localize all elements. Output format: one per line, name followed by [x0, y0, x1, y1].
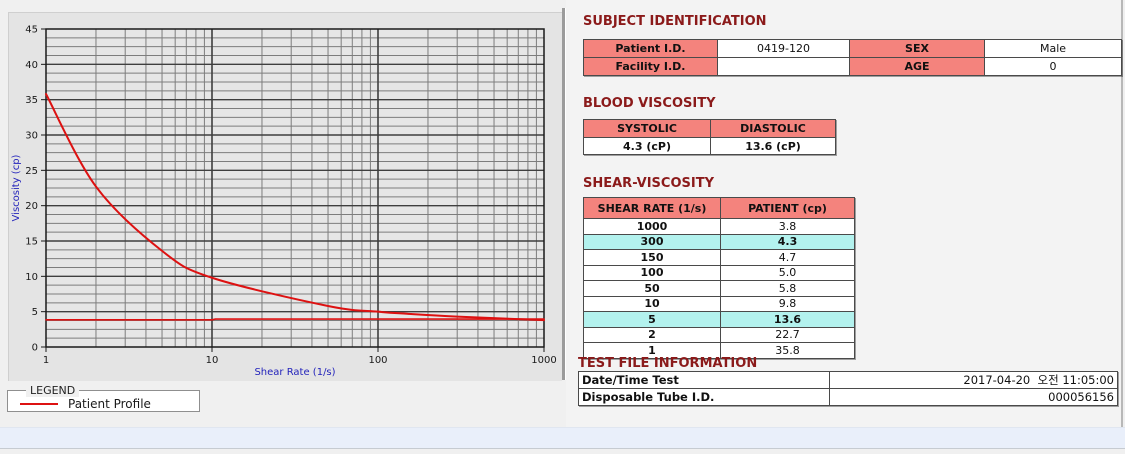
sex-value-cell: Male — [984, 39, 1122, 58]
date-time-value-cell: 2017-04-20 오전 11:05:00 — [829, 371, 1118, 389]
shear-rate-cell: 1000 — [583, 218, 721, 235]
table-row: Facility I.D. AGE 0 — [583, 57, 1122, 76]
legend-box: LEGEND Patient Profile — [7, 384, 200, 412]
shear-rate-cell: 2 — [583, 326, 721, 343]
shear-row: 1 35.8 — [583, 342, 855, 359]
svg-text:10: 10 — [25, 272, 38, 283]
shear-viscosity-title: SHEAR-VISCOSITY — [583, 176, 714, 191]
tube-id-value-cell: 000056156 — [829, 388, 1118, 406]
table-row: Patient I.D. 0419-120 SEX Male — [583, 39, 1122, 58]
svg-text:45: 45 — [25, 25, 38, 36]
diastolic-header-cell: DIASTOLIC — [710, 119, 836, 138]
patient-value-cell: 5.0 — [720, 264, 855, 281]
subject-identification-table: Patient I.D. 0419-120 SEX Male Facility … — [583, 39, 1122, 76]
svg-text:0: 0 — [32, 343, 38, 354]
patient-header-cell: PATIENT (cp) — [720, 197, 855, 219]
blood-viscosity-table: SYSTOLIC DIASTOLIC 4.3 (cP) 13.6 (cP) — [583, 119, 836, 155]
patient-value-cell: 9.8 — [720, 295, 855, 312]
svg-text:15: 15 — [25, 237, 38, 248]
svg-text:100: 100 — [368, 355, 387, 366]
svg-text:20: 20 — [25, 201, 38, 212]
patient-profile-label: Patient Profile — [68, 397, 151, 411]
systolic-value-cell: 4.3 (cP) — [583, 137, 711, 155]
shear-row: 10 9.8 — [583, 295, 855, 312]
window-right-edge — [1121, 0, 1123, 448]
legend-entry: Patient Profile — [8, 397, 199, 411]
patient-value-cell: 35.8 — [720, 342, 855, 359]
bottom-divider-line — [0, 448, 1125, 449]
facility-id-label-cell: Facility I.D. — [583, 57, 718, 76]
shear-tbody: 1000 3.8 300 4.3 150 4.7 100 5.0 50 5.8 10 9.8 5 13.6… — [583, 218, 855, 359]
patient-value-cell: 4.7 — [720, 249, 855, 266]
patient-id-label-cell: Patient I.D. — [583, 39, 718, 58]
svg-text:Viscosity (cp): Viscosity (cp) — [11, 154, 22, 221]
table-row: Disposable Tube I.D. 000056156 — [578, 388, 1118, 406]
shear-row: 5 13.6 — [583, 311, 855, 328]
patient-profile-line-swatch — [20, 403, 58, 405]
shear-row: 2 22.7 — [583, 326, 855, 343]
svg-text:40: 40 — [25, 60, 38, 71]
svg-text:5: 5 — [32, 307, 38, 318]
svg-text:Shear Rate (1/s): Shear Rate (1/s) — [254, 367, 335, 378]
shear-viscosity-table: SHEAR RATE (1/s) PATIENT (cp) 1000 3.8 300… — [583, 197, 855, 359]
svg-text:35: 35 — [25, 95, 38, 106]
shear-rate-header-cell: SHEAR RATE (1/s) — [583, 197, 721, 219]
shear-rate-cell: 150 — [583, 249, 721, 266]
shear-rate-cell: 100 — [583, 264, 721, 281]
patient-value-cell: 4.3 — [720, 233, 855, 250]
shear-rate-cell: 10 — [583, 295, 721, 312]
svg-text:25: 25 — [25, 166, 38, 177]
shear-row: 300 4.3 — [583, 233, 855, 250]
test-file-information-title: TEST FILE INFORMATION — [578, 356, 758, 371]
patient-value-cell: 22.7 — [720, 326, 855, 343]
shear-row: 150 4.7 — [583, 249, 855, 266]
systolic-header-cell: SYSTOLIC — [583, 119, 711, 138]
date-time-label-cell: Date/Time Test — [578, 371, 830, 389]
patient-value-cell: 13.6 — [720, 311, 855, 328]
patient-value-cell: 5.8 — [720, 280, 855, 297]
blood-viscosity-title: BLOOD VISCOSITY — [583, 96, 716, 111]
subject-identification-title: SUBJECT IDENTIFICATION — [583, 14, 767, 29]
patient-id-value-cell: 0419-120 — [717, 39, 850, 58]
viscosity-chart-panel: 0 5 10 15 20 25 30 35 40 45 1 10 100 1000 Shear Rate (… — [8, 12, 562, 381]
facility-id-value-cell — [717, 57, 850, 76]
test-file-table: Date/Time Test 2017-04-20 오전 11:05:00 Di… — [578, 371, 1118, 406]
table-header-row: SHEAR RATE (1/s) PATIENT (cp) — [583, 197, 855, 219]
diastolic-value-cell: 13.6 (cP) — [710, 137, 836, 155]
svg-text:10: 10 — [206, 355, 219, 366]
svg-text:30: 30 — [25, 131, 38, 142]
shear-row: 50 5.8 — [583, 280, 855, 297]
shear-rate-cell: 50 — [583, 280, 721, 297]
shear-row: 1000 3.8 — [583, 218, 855, 235]
shear-rate-cell: 5 — [583, 311, 721, 328]
viscosity-chart: 0 5 10 15 20 25 30 35 40 45 1 10 100 1000 Shear Rate (… — [11, 25, 557, 379]
bottom-status-strip — [0, 427, 1125, 449]
svg-text:1: 1 — [43, 355, 49, 366]
age-value-cell: 0 — [984, 57, 1122, 76]
svg-text:1000: 1000 — [531, 355, 556, 366]
table-row: SYSTOLIC DIASTOLIC — [583, 119, 836, 138]
patient-value-cell: 3.8 — [720, 218, 855, 235]
table-row: Date/Time Test 2017-04-20 오전 11:05:00 — [578, 371, 1118, 389]
panel-splitter — [562, 8, 566, 380]
age-label-cell: AGE — [849, 57, 985, 76]
table-row: 4.3 (cP) 13.6 (cP) — [583, 137, 836, 155]
shear-rate-cell: 300 — [583, 233, 721, 250]
shear-row: 100 5.0 — [583, 264, 855, 281]
legend-title: LEGEND — [26, 384, 80, 397]
sex-label-cell: SEX — [849, 39, 985, 58]
tube-id-label-cell: Disposable Tube I.D. — [578, 388, 830, 406]
